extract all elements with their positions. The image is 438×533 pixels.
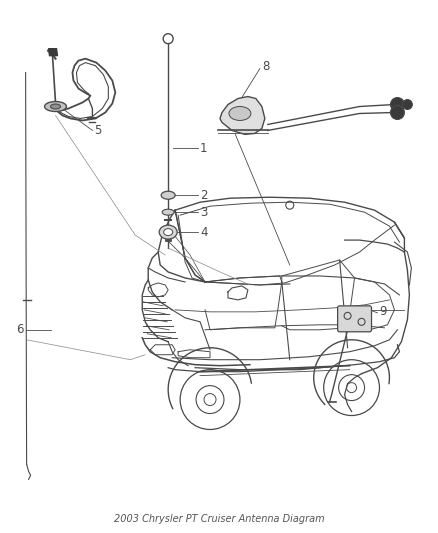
Ellipse shape <box>164 229 173 236</box>
Ellipse shape <box>229 107 251 120</box>
Ellipse shape <box>161 191 175 199</box>
Ellipse shape <box>159 225 177 239</box>
Polygon shape <box>49 49 57 55</box>
Circle shape <box>403 100 413 109</box>
Circle shape <box>390 106 404 119</box>
Circle shape <box>390 98 404 111</box>
Text: 3: 3 <box>200 206 208 219</box>
Ellipse shape <box>50 104 60 109</box>
Text: 9: 9 <box>379 305 387 318</box>
Text: 8: 8 <box>262 60 269 73</box>
FancyBboxPatch shape <box>338 306 371 332</box>
Text: 4: 4 <box>200 225 208 239</box>
Ellipse shape <box>162 209 174 215</box>
Polygon shape <box>220 96 265 134</box>
Text: 6: 6 <box>16 324 23 336</box>
Text: 1: 1 <box>200 142 208 155</box>
Text: 2: 2 <box>200 189 208 201</box>
Text: 2003 Chrysler PT Cruiser Antenna Diagram: 2003 Chrysler PT Cruiser Antenna Diagram <box>114 514 324 524</box>
Text: 5: 5 <box>95 124 102 137</box>
Ellipse shape <box>45 101 67 111</box>
